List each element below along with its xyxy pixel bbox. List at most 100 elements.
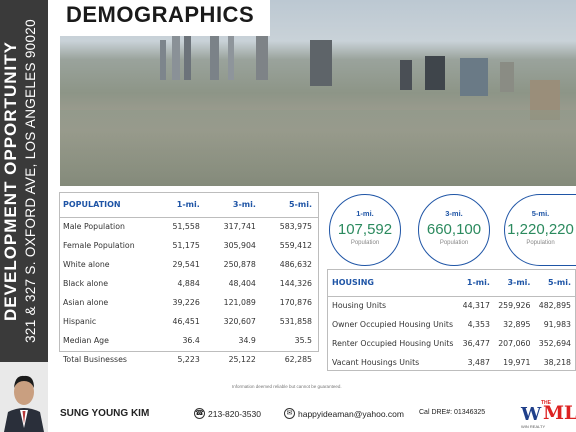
population-circle-5mi: 5-mi. 1,220,220 Population xyxy=(504,194,576,266)
cell-1mi: 51,175 xyxy=(172,241,200,250)
cell-5mi: 352,694 xyxy=(538,339,571,348)
city-skyline-photo xyxy=(60,0,576,186)
cell-5mi: 62,285 xyxy=(284,355,312,364)
cell-3mi: 121,089 xyxy=(223,298,256,307)
cell-3mi: 320,607 xyxy=(223,317,256,326)
row-label: Black alone xyxy=(63,279,109,288)
logo-w: W xyxy=(521,404,542,425)
table-row: Owner Occupied Housing Units 4,353 32,895 9… xyxy=(328,315,575,334)
table-row: Hispanic 46,451 320,607 531,858 xyxy=(60,312,318,331)
phone-icon: ☎ xyxy=(194,408,205,419)
table-row: Median Age 36.4 34.9 35.5 xyxy=(60,331,318,350)
col-1mi: 1-mi. xyxy=(458,270,494,297)
table-row: Renter Occupied Housing Units 36,477 207,0… xyxy=(328,334,575,353)
cell-1mi: 51,558 xyxy=(172,222,200,232)
sidebar-address: 321 & 327 S. OXFORD AVE, LOS ANGELES 900… xyxy=(23,19,38,343)
agent-photo xyxy=(0,362,48,432)
row-label: Owner Occupied Housing Units xyxy=(332,320,454,329)
cell-5mi: 482,895 xyxy=(538,301,571,311)
table-row: Asian alone 39,226 121,089 170,876 xyxy=(60,293,318,312)
row-label: Male Population xyxy=(63,222,125,232)
footer: SUNG YOUNG KIM ☎ 213-820-3530 ✉ happyide… xyxy=(48,400,576,432)
col-1mi: 1-mi. xyxy=(156,193,206,218)
cell-1mi: 3,487 xyxy=(467,358,490,367)
disclaimer: Information deemed reliable but cannot b… xyxy=(232,384,342,389)
sidebar-band: DEVELOPMENT OPPORTUNITY 321 & 327 S. OXF… xyxy=(0,0,48,362)
population-header: POPULATION xyxy=(60,193,156,218)
housing-table: HOUSING 1-mi. 3-mi. 5-mi. Housing Units 4… xyxy=(327,269,576,371)
cell-3mi: 34.9 xyxy=(238,336,256,345)
page-title: DEMOGRAPHICS xyxy=(66,2,255,27)
cell-3mi: 317,741 xyxy=(223,222,256,232)
cell-5mi: 91,983 xyxy=(543,320,571,329)
sidebar-text: DEVELOPMENT OPPORTUNITY 321 & 327 S. OXF… xyxy=(0,0,48,362)
envelope-icon: ✉ xyxy=(284,408,295,419)
population-table: POPULATION 1-mi. 3-mi. 5-mi. Male Popula… xyxy=(59,192,319,364)
cell-1mi: 44,317 xyxy=(462,301,490,311)
cell-3mi: 250,878 xyxy=(223,260,256,269)
cell-1mi: 4,353 xyxy=(467,320,490,329)
cell-5mi: 559,412 xyxy=(279,241,312,250)
circle-value: 107,592 xyxy=(337,221,393,238)
agent-name: SUNG YOUNG KIM xyxy=(60,408,150,419)
cell-3mi: 207,060 xyxy=(498,339,531,348)
housing-header-row: HOUSING 1-mi. 3-mi. 5-mi. xyxy=(328,270,575,297)
cell-5mi: 486,632 xyxy=(279,260,312,269)
population-circle-3mi: 3-mi. 660,100 Population xyxy=(418,194,490,266)
email-contact[interactable]: ✉ happyideaman@yahoo.com xyxy=(284,408,404,419)
circle-value: 660,100 xyxy=(426,221,482,238)
row-label: Vacant Housings Units xyxy=(332,358,420,367)
cell-3mi: 32,895 xyxy=(503,320,531,329)
cell-3mi: 48,404 xyxy=(228,279,256,288)
logo-the: THE xyxy=(541,400,551,406)
row-label: Renter Occupied Housing Units xyxy=(332,339,454,348)
population-header-row: POPULATION 1-mi. 3-mi. 5-mi. xyxy=(60,193,318,218)
table-row: Total Businesses 5,223 25,122 62,285 xyxy=(60,350,318,369)
cell-1mi: 5,223 xyxy=(177,355,200,364)
cell-1mi: 29,541 xyxy=(172,260,200,269)
col-3mi: 3-mi. xyxy=(493,270,535,297)
circle-caption: Population xyxy=(350,240,380,246)
row-label: Asian alone xyxy=(63,298,109,307)
cell-3mi: 25,122 xyxy=(228,355,256,364)
cell-3mi: 305,904 xyxy=(223,241,256,250)
title-backdrop xyxy=(60,0,270,36)
cell-1mi: 36.4 xyxy=(182,336,200,345)
cell-5mi: 170,876 xyxy=(279,298,312,307)
circle-radius-label: 3-mi. xyxy=(445,209,463,218)
cell-5mi: 583,975 xyxy=(279,222,312,232)
cell-5mi: 531,858 xyxy=(279,317,312,326)
sidebar-title: DEVELOPMENT OPPORTUNITY xyxy=(1,41,20,321)
logo-sub: WIN REALTY xyxy=(521,424,546,429)
table-row: Male Population 51,558 317,741 583,975 xyxy=(60,217,318,236)
circle-radius-label: 5-mi. xyxy=(531,209,550,218)
table-row: Female Population 51,175 305,904 559,412 xyxy=(60,236,318,255)
cell-1mi: 46,451 xyxy=(172,317,200,326)
cell-3mi: 259,926 xyxy=(498,301,531,311)
cell-3mi: 19,971 xyxy=(503,358,531,367)
email-address: happyideaman@yahoo.com xyxy=(298,408,404,419)
dre-number: Cal DRE#: 01346325 xyxy=(419,409,486,416)
circle-value: 1,220,220 xyxy=(507,221,574,238)
col-5mi: 5-mi. xyxy=(261,193,318,218)
population-circle-1mi: 1-mi. 107,592 Population xyxy=(329,194,401,266)
row-label: Total Businesses xyxy=(63,355,127,364)
cell-1mi: 4,884 xyxy=(177,279,200,288)
cell-5mi: 35.5 xyxy=(294,336,312,345)
table-row: Black alone 4,884 48,404 144,326 xyxy=(60,274,318,293)
col-5mi: 5-mi. xyxy=(534,270,575,297)
housing-header: HOUSING xyxy=(328,270,459,297)
row-label: White alone xyxy=(63,260,110,269)
circle-caption: Population xyxy=(439,240,469,246)
phone-contact[interactable]: ☎ 213-820-3530 xyxy=(194,408,261,419)
col-3mi: 3-mi. xyxy=(205,193,262,218)
company-logo: W THE MLS WIN REALTY xyxy=(519,400,576,430)
row-label: Housing Units xyxy=(332,301,387,311)
table-row: Vacant Housings Units 3,487 19,971 38,218 xyxy=(328,353,575,372)
phone-number: 213-820-3530 xyxy=(208,408,261,419)
circle-caption: Population xyxy=(526,240,555,246)
cell-5mi: 38,218 xyxy=(543,358,571,367)
row-label: Median Age xyxy=(63,336,109,345)
row-label: Female Population xyxy=(63,241,135,250)
cell-1mi: 36,477 xyxy=(462,339,490,348)
